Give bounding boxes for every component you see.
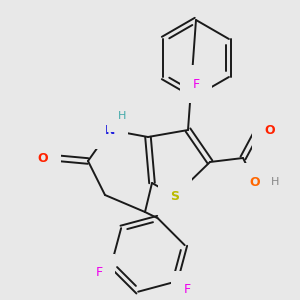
Text: H: H [271,177,279,187]
Text: H: H [118,111,126,121]
Text: O: O [250,176,260,188]
Text: O: O [38,152,48,164]
Text: O: O [265,124,275,136]
Text: F: F [96,266,103,279]
Text: N: N [105,124,115,136]
Text: F: F [183,284,190,296]
Text: F: F [192,77,200,91]
Text: S: S [170,190,179,202]
